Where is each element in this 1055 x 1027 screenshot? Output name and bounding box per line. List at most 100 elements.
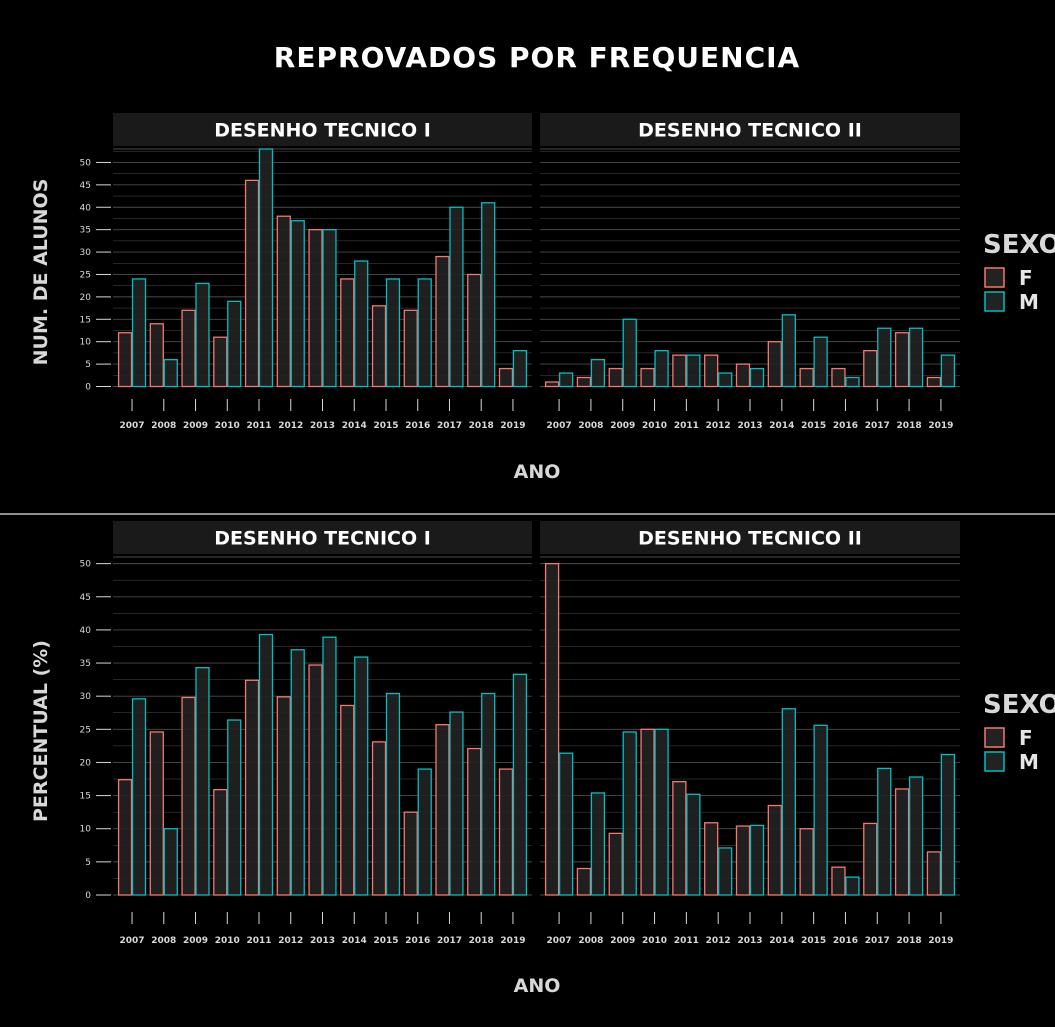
count-panel-2-x-tick-label: 2017 bbox=[865, 421, 890, 431]
percent-panel-1-bar-F-2013 bbox=[308, 664, 323, 896]
count-y-tick-label: 45 bbox=[80, 181, 91, 191]
count-panel-2-x-tick-label: 2015 bbox=[801, 421, 826, 431]
count-panel-1-x-tick-label: 2018 bbox=[469, 421, 494, 431]
count-y-tick-label: 10 bbox=[80, 338, 92, 348]
count-panel-1-strip bbox=[113, 113, 532, 146]
percent-panel-1-bar-M-2011 bbox=[258, 633, 274, 896]
percent-panel-1-bar-F-2016 bbox=[403, 811, 418, 896]
percent-x-axis-title: ANO bbox=[514, 975, 561, 997]
percent-panel-1-bar-M-2015 bbox=[385, 692, 401, 896]
percent-panel-1-x-tick-label: 2014 bbox=[342, 936, 367, 946]
percent-panel-2-bar-F-2012 bbox=[704, 822, 719, 896]
percent-legend-label-F: F bbox=[1019, 726, 1033, 750]
percent-panel-2-bar-F-2010 bbox=[640, 728, 655, 896]
percent-panel-2-strip bbox=[540, 521, 960, 554]
count-panel-1-x-tick-label: 2016 bbox=[405, 421, 430, 431]
percent-y-tick-label: 20 bbox=[80, 758, 92, 768]
percent-panel-2-x-tick-label: 2008 bbox=[578, 936, 603, 946]
count-panel-1-bar-M-2008 bbox=[163, 358, 178, 388]
count-panel-2-bar-F-2014 bbox=[767, 341, 782, 388]
count-panel-1-bar-M-2012 bbox=[290, 220, 305, 388]
count-panel-2-x-tick-label: 2014 bbox=[769, 421, 794, 431]
count-panel-2-bar-F-2013 bbox=[735, 363, 751, 388]
count-panel-2-x-tick-label: 2013 bbox=[737, 421, 762, 431]
count-panel-2-bar-M-2015 bbox=[813, 336, 828, 388]
count-panel-2-bar-M-2008 bbox=[590, 358, 606, 388]
percent-panel-1-bar-M-2017 bbox=[449, 711, 464, 896]
percent-y-tick-label: 45 bbox=[80, 593, 91, 603]
count-panel-2-bar-M-2009 bbox=[622, 318, 637, 388]
count-panel-2-x-tick-label: 2007 bbox=[547, 421, 572, 431]
percent-panel-2-x-tick-label: 2013 bbox=[737, 936, 762, 946]
percent-panel-2-bar-M-2012 bbox=[718, 847, 733, 896]
percent-panel-2-bar-M-2015 bbox=[813, 724, 828, 896]
count-panel-1-bar-F-2010 bbox=[213, 336, 228, 388]
percent-panel-1-x-tick-label: 2013 bbox=[310, 936, 335, 946]
count-panel-2-x-tick-label: 2016 bbox=[833, 421, 858, 431]
count-panel-1-bar-F-2013 bbox=[308, 229, 323, 388]
percent-panel-1-bar-M-2012 bbox=[290, 649, 305, 896]
percent-y-tick-label: 0 bbox=[85, 891, 91, 901]
percent-panel-2-bar-F-2018 bbox=[894, 788, 910, 896]
percent-panel-2-bar-M-2016 bbox=[845, 876, 860, 896]
percent-panel-1-bar-F-2007 bbox=[117, 779, 133, 896]
percent-panel-2-bar-M-2007 bbox=[558, 752, 574, 896]
percent-y-tick-label: 30 bbox=[80, 692, 92, 702]
percent-panel-1-bar-F-2015 bbox=[371, 741, 387, 896]
percent-panel-1-bar-M-2014 bbox=[354, 656, 369, 896]
count-panel-1-bar-M-2013 bbox=[322, 229, 337, 388]
count-panel-1-x-tick-label: 2015 bbox=[373, 421, 398, 431]
percent-panel-1-bar-F-2018 bbox=[467, 747, 482, 896]
percent-panel-1-x-tick-label: 2010 bbox=[215, 936, 240, 946]
count-panel-1-bar-F-2007 bbox=[117, 332, 133, 388]
count-panel-2-bar-F-2016 bbox=[831, 367, 846, 388]
percent-panel-1-strip-label: DESENHO TECNICO I bbox=[214, 528, 431, 550]
count-legend-key-M bbox=[984, 291, 1005, 312]
percent-panel-1-bar-F-2008 bbox=[149, 731, 164, 896]
count-panel-1-x-tick-label: 2011 bbox=[246, 421, 271, 431]
count-panel-1-bar-F-2011 bbox=[244, 179, 260, 388]
count-legend-label-F: F bbox=[1019, 266, 1033, 290]
count-panel-1-x-tick-label: 2008 bbox=[151, 421, 176, 431]
percent-panel-1-bar-M-2007 bbox=[131, 698, 147, 896]
percent-legend-key-M bbox=[984, 751, 1005, 772]
percent-panel-1-x-tick-label: 2018 bbox=[469, 936, 494, 946]
count-panel-2-x-tick-label: 2019 bbox=[928, 421, 953, 431]
count-panel-2-x-tick-label: 2018 bbox=[897, 421, 922, 431]
percent-panel-1-x-tick-label: 2007 bbox=[120, 936, 145, 946]
percent-panel-2-bar-M-2019 bbox=[940, 753, 956, 896]
percent-panel-1-x-tick-label: 2019 bbox=[500, 936, 525, 946]
count-panel-2-bar-M-2011 bbox=[686, 354, 701, 388]
count-y-tick-label: 35 bbox=[80, 226, 91, 236]
percent-panel-2-bar-M-2013 bbox=[749, 824, 765, 896]
count-panel-2-bar-F-2009 bbox=[608, 367, 623, 388]
count-panel-1-bar-M-2016 bbox=[417, 278, 432, 388]
percent-panel-1-x-tick-label: 2011 bbox=[246, 936, 271, 946]
count-legend-label-M: M bbox=[1019, 290, 1039, 314]
percent-panel-2-bar-F-2015 bbox=[799, 828, 814, 896]
count-panel-1-x-tick-label: 2017 bbox=[437, 421, 462, 431]
percent-panel-2-x-tick-label: 2012 bbox=[706, 936, 731, 946]
percent-panel-2-bar-F-2013 bbox=[735, 825, 751, 896]
percent-y-tick-label: 40 bbox=[80, 626, 92, 636]
count-panel-2-bar-M-2010 bbox=[654, 350, 669, 388]
percent-panel-2-bar-M-2011 bbox=[686, 793, 701, 896]
percent-panel-1-bar-M-2010 bbox=[227, 719, 242, 896]
percent-panel-1-bar-F-2009 bbox=[181, 696, 196, 896]
count-y-tick-label: 20 bbox=[80, 293, 92, 303]
percent-y-axis-title: PERCENTUAL (%) bbox=[30, 640, 52, 822]
count-panel-2-bar-M-2016 bbox=[845, 376, 860, 388]
percent-panel-2-x-tick-label: 2009 bbox=[610, 936, 635, 946]
count-panel-2-bar-F-2015 bbox=[799, 367, 814, 388]
count-panel-2-bar-M-2012 bbox=[718, 372, 733, 388]
count-panel-2-bar-M-2013 bbox=[749, 367, 765, 388]
count-y-tick-label: 0 bbox=[85, 383, 91, 393]
percent-y-tick-label: 5 bbox=[85, 858, 91, 868]
count-y-tick-label: 50 bbox=[80, 158, 92, 168]
count-panel-1-x-tick-label: 2014 bbox=[342, 421, 367, 431]
count-panel-2-x-tick-label: 2011 bbox=[674, 421, 699, 431]
percent-panel-1-x-tick-label: 2016 bbox=[405, 936, 430, 946]
percent-panel-2-x-tick-label: 2016 bbox=[833, 936, 858, 946]
count-x-axis-title: ANO bbox=[514, 461, 561, 483]
